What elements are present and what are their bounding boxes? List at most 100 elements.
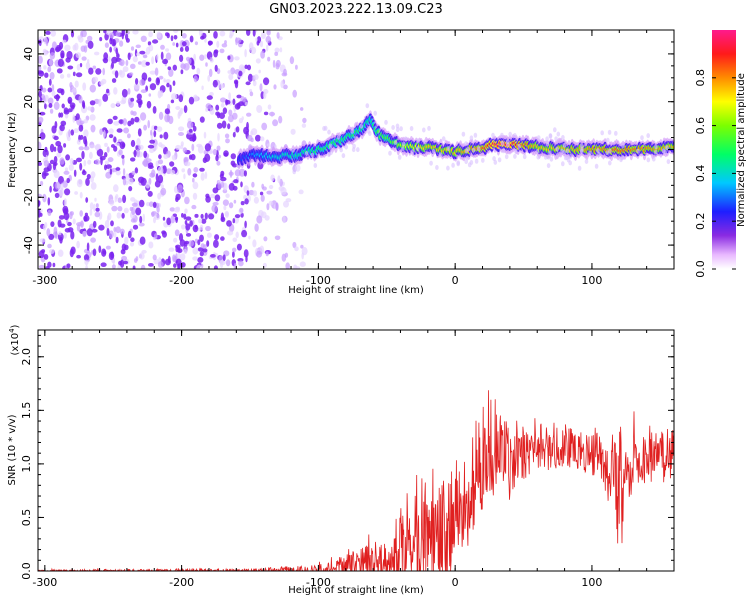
noise-blob	[199, 54, 205, 61]
noise-blob	[292, 241, 297, 249]
noise-blob	[81, 30, 87, 38]
noise-blob	[187, 58, 192, 65]
noise-blob	[128, 101, 134, 108]
edge-blob	[513, 153, 517, 159]
edge-blob	[368, 131, 372, 136]
noise-blob	[225, 99, 229, 106]
noise-blob	[138, 144, 144, 150]
noise-blob	[64, 113, 69, 119]
noise-blob	[128, 72, 134, 76]
noise-blob	[63, 198, 67, 207]
noise-blob	[219, 260, 224, 268]
edge-blob	[493, 159, 498, 165]
edge-blob	[476, 146, 481, 152]
noise-blob	[116, 53, 120, 59]
noise-blob	[113, 184, 119, 193]
noise-blob	[280, 80, 285, 89]
noise-blob	[148, 44, 154, 52]
noise-blob	[137, 128, 142, 137]
noise-blob	[217, 182, 222, 190]
noise-blob	[282, 215, 286, 224]
noise-blob	[105, 164, 112, 170]
noise-blob	[199, 167, 205, 172]
noise-blob	[217, 132, 220, 142]
noise-blob	[48, 78, 52, 86]
noise-blob	[71, 104, 75, 110]
noise-blob	[122, 66, 129, 73]
edge-blob	[292, 169, 297, 175]
snr-panel: -300 -200 -100 0 100 0.0 0.5 1.0 1.5 2.0 Height o…	[7, 324, 675, 596]
noise-blob	[208, 68, 213, 78]
noise-blob	[43, 65, 47, 70]
noise-blob	[103, 130, 106, 138]
snr-frame	[37, 329, 675, 572]
noise-blob	[266, 190, 273, 195]
noise-blob	[83, 146, 90, 151]
noise-blob	[199, 116, 205, 123]
noise-blob	[66, 73, 71, 78]
noise-blob	[175, 196, 179, 202]
noise-blob	[41, 87, 47, 93]
noise-blob	[153, 130, 157, 138]
noise-blob	[62, 39, 67, 44]
noise-blob	[259, 40, 264, 48]
noise-blob	[205, 103, 212, 110]
noise-blob	[113, 145, 118, 152]
noise-blob	[290, 128, 296, 135]
noise-blob	[216, 40, 220, 48]
noise-blob	[60, 112, 64, 118]
spectrogram-panel: -300 -200 -100 0 100 40 20 0 -20 -40 Height of st…	[7, 29, 675, 296]
noise-blob	[159, 90, 164, 97]
noise-blob	[49, 159, 55, 165]
edge-blob	[400, 146, 405, 152]
noise-blob	[232, 218, 236, 224]
noise-blob	[175, 42, 179, 48]
noise-blob	[165, 32, 169, 37]
noise-blob	[170, 215, 175, 224]
noise-blob	[100, 157, 103, 166]
noise-blob	[244, 64, 248, 70]
noise-blob	[115, 169, 121, 176]
noise-blob	[75, 113, 80, 120]
spectrogram-ytick-label: 0	[22, 146, 35, 153]
snr-ytick-label: 1.0	[20, 455, 33, 473]
noise-blob	[174, 229, 180, 237]
edge-blob	[607, 129, 612, 135]
noise-blob	[189, 220, 193, 227]
edge-blob	[429, 160, 433, 166]
noise-blob	[198, 30, 203, 37]
noise-blob	[233, 179, 239, 184]
noise-blob	[80, 45, 86, 52]
noise-blob	[276, 32, 280, 39]
noise-blob	[133, 83, 140, 90]
noise-blob	[38, 200, 41, 206]
noise-blob	[99, 128, 103, 135]
noise-blob	[232, 112, 238, 120]
noise-blob	[219, 112, 225, 119]
noise-blob	[170, 35, 174, 42]
noise-blob	[244, 220, 247, 229]
noise-blob	[212, 79, 218, 88]
noise-blob	[113, 231, 117, 239]
noise-blob	[261, 122, 268, 131]
edge-blob	[431, 149, 436, 154]
noise-blob	[205, 107, 209, 112]
noise-blob	[163, 78, 166, 83]
noise-blob	[50, 30, 57, 37]
noise-blob	[60, 52, 65, 59]
spectrogram-ytick-label: 40	[22, 47, 35, 61]
noise-blob	[39, 111, 46, 116]
noise-blob	[224, 133, 230, 139]
noise-blob	[192, 125, 197, 132]
noise-blob	[206, 232, 212, 238]
colorbar-tick-label: 0.0	[694, 260, 707, 278]
noise-blob	[58, 176, 64, 185]
noise-blob	[266, 30, 271, 36]
noise-blob	[298, 189, 304, 195]
edge-blob	[456, 161, 461, 167]
noise-blob	[121, 30, 125, 40]
noise-blob	[48, 58, 54, 66]
edge-blob	[594, 163, 599, 169]
noise-blob	[52, 262, 56, 268]
noise-blob	[208, 40, 212, 46]
